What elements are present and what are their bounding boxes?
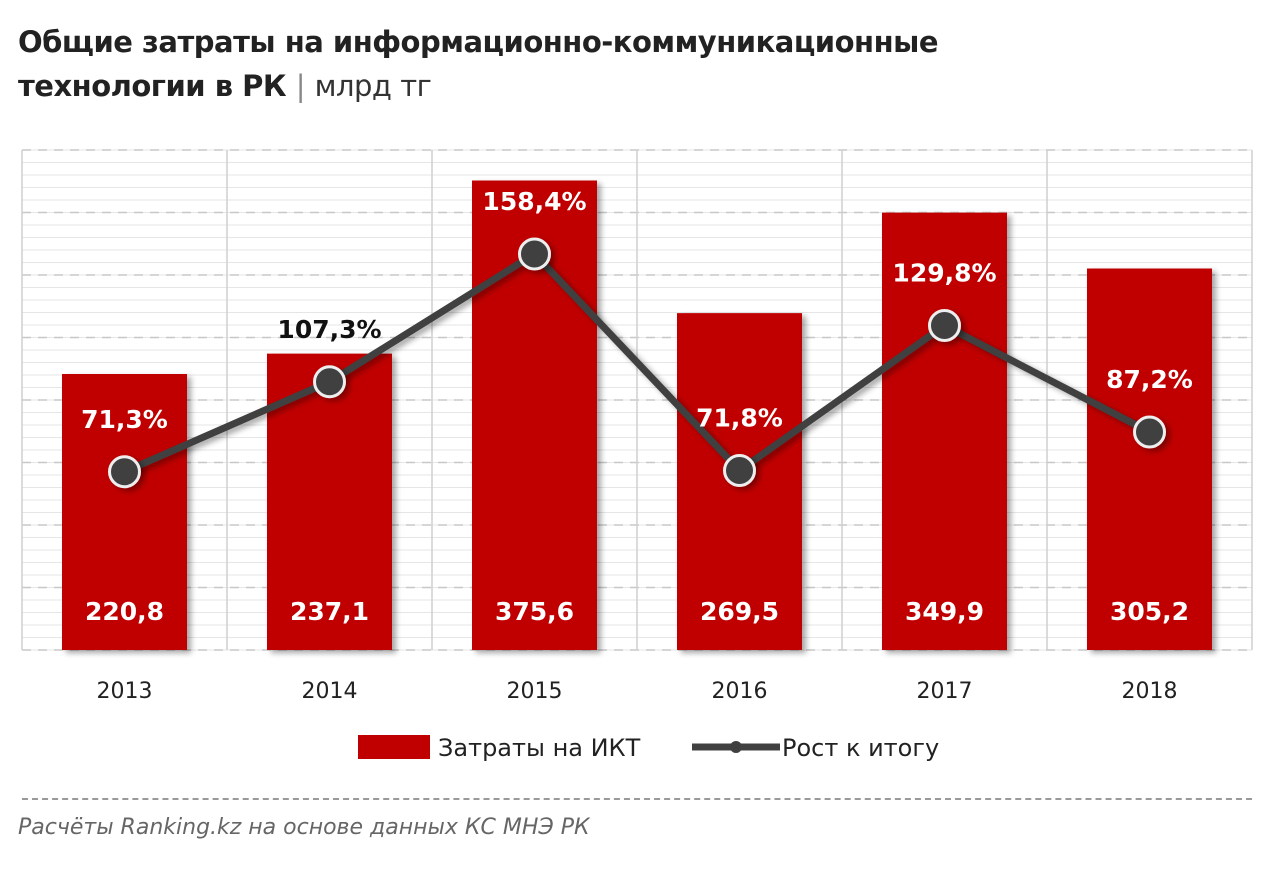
growth-value-label: 158,4% (482, 187, 586, 216)
growth-point-2015 (518, 237, 551, 271)
legend-line-marker (730, 741, 742, 753)
bar-2017 (882, 212, 1007, 650)
x-tick-label: 2013 (97, 679, 153, 704)
title-line-1: Общие затраты на информационно-коммуника… (18, 25, 939, 59)
x-tick-label: 2017 (917, 679, 973, 704)
bar-2018 (1087, 268, 1212, 650)
growth-line (123, 250, 1152, 475)
bar-value-label: 375,6 (495, 597, 574, 626)
legend-bar-label: Затраты на ИКТ (438, 734, 641, 762)
growth-value-label: 129,8% (892, 259, 996, 288)
bar-value-label: 349,9 (905, 597, 984, 626)
growth-point-2013 (108, 455, 141, 489)
title-unit: млрд тг (314, 69, 432, 103)
growth-point-2017 (928, 309, 961, 342)
bar-2013 (62, 374, 187, 650)
x-tick-label: 2018 (1122, 679, 1178, 704)
title-separator: | (295, 69, 306, 103)
chart-title: Общие затраты на информационно-коммуника… (18, 20, 939, 108)
x-tick-label: 2016 (712, 679, 768, 704)
legend-bar-swatch (358, 735, 430, 759)
bar-value-label: 269,5 (700, 597, 779, 626)
growth-value-label: 71,8% (696, 404, 783, 433)
growth-point-2018 (1133, 415, 1166, 449)
growth-point-2014 (313, 365, 346, 399)
title-line-2: технологии в РК (18, 69, 287, 103)
x-tick-label: 2015 (507, 679, 563, 704)
growth-value-label: 71,3% (81, 405, 168, 434)
bar-value-label: 220,8 (85, 597, 164, 626)
source-note: Расчёты Ranking.kz на основе данных КС М… (18, 815, 590, 840)
x-tick-label: 2014 (302, 679, 358, 704)
bar-value-label: 305,2 (1110, 597, 1189, 626)
divider (22, 798, 1252, 800)
growth-value-label: 107,3% (277, 315, 381, 344)
bar-value-label: 237,1 (290, 597, 369, 626)
growth-point-2016 (723, 454, 756, 487)
growth-value-label: 87,2% (1106, 365, 1193, 394)
legend-line-label: Рост к итогу (782, 734, 939, 762)
